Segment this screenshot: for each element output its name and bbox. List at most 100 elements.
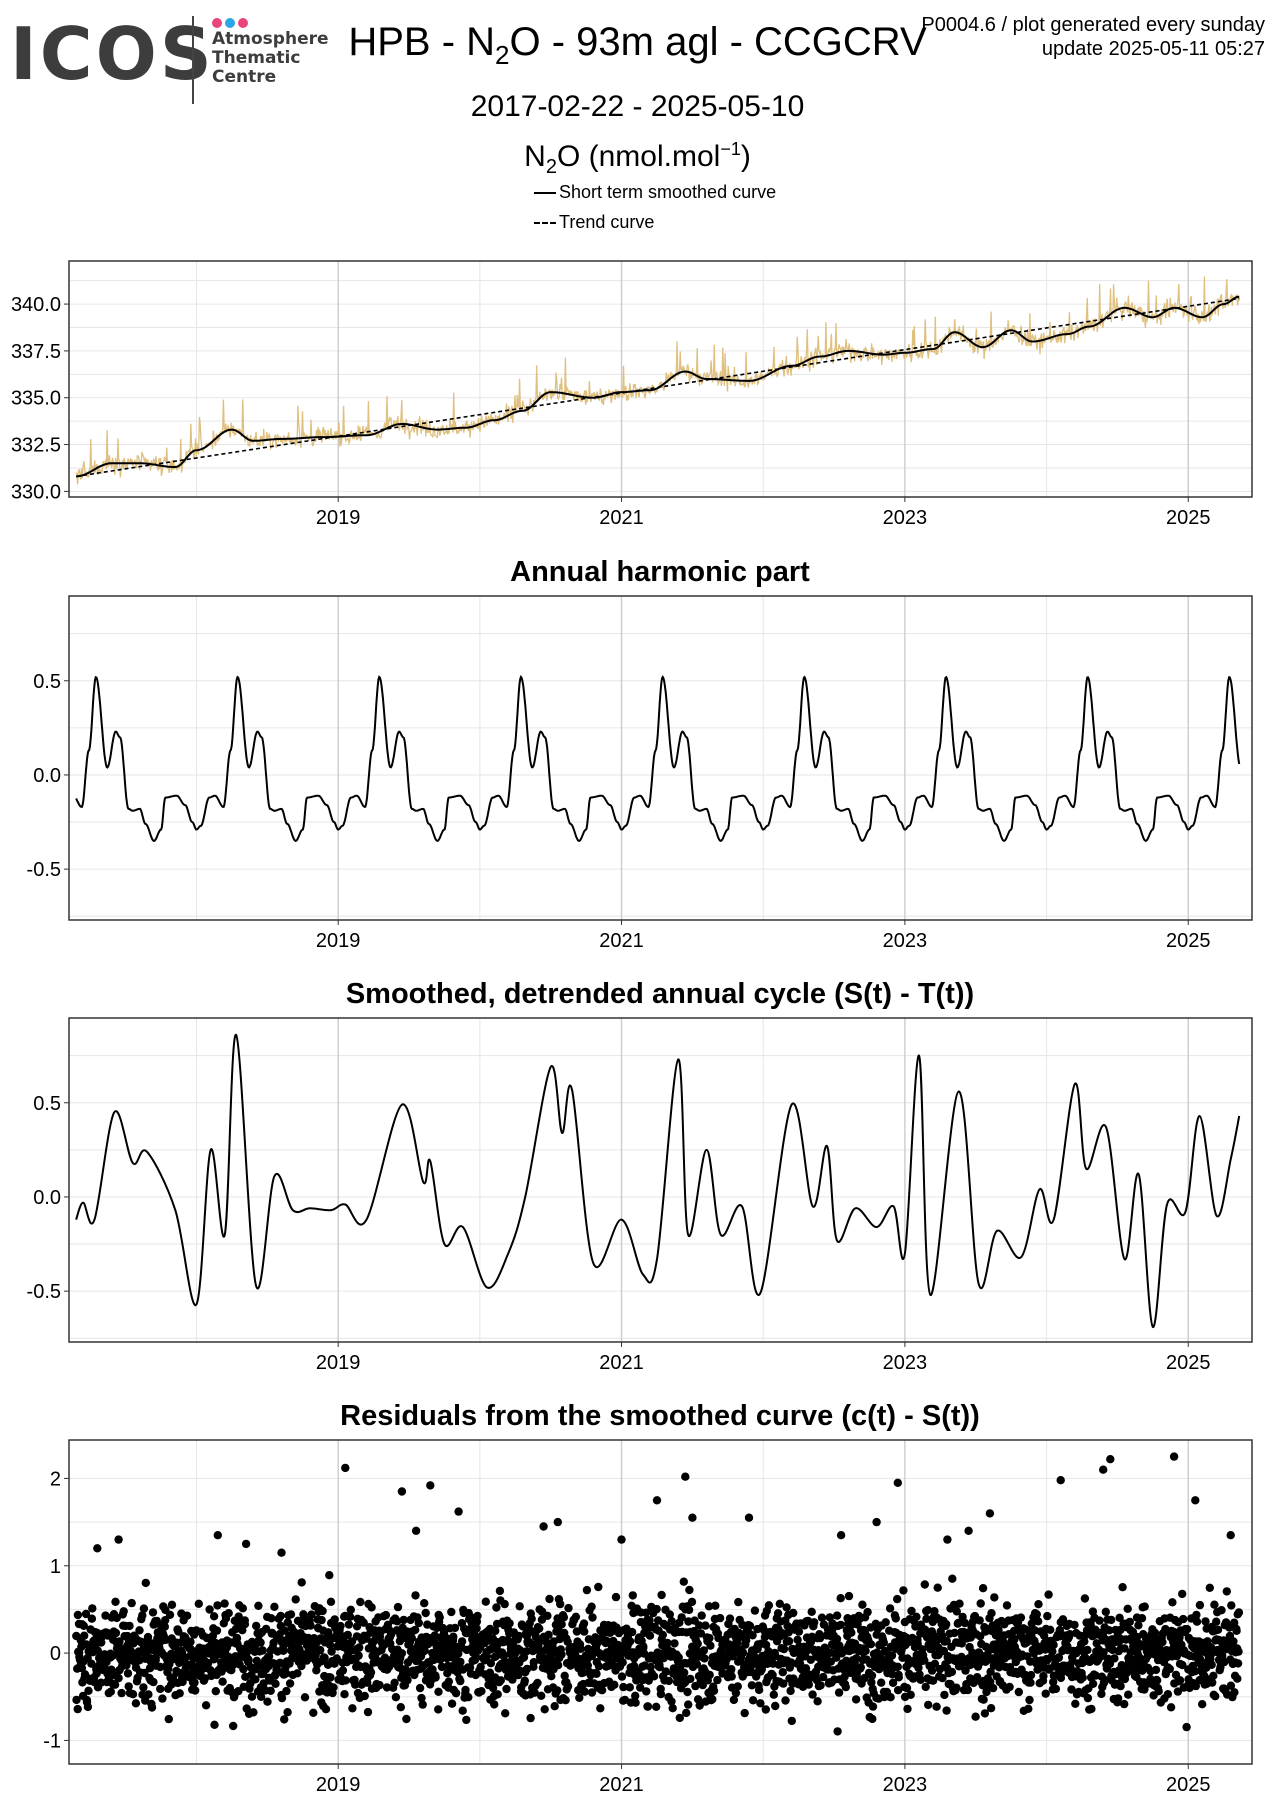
residual-outlier [1226,1531,1235,1540]
residual-point [119,1607,128,1616]
residual-point [1154,1687,1163,1696]
residual-point [748,1696,758,1705]
residual-point [1123,1604,1132,1614]
residual-point [674,1653,683,1662]
residual-point [451,1689,461,1698]
residual-point [481,1597,490,1606]
residual-point [1002,1601,1012,1610]
residual-point [1175,1633,1184,1642]
residual-point [955,1599,964,1608]
residual-point [252,1621,261,1631]
residual-point [656,1689,666,1699]
residual-point [1070,1620,1079,1630]
panel-title-detrended: Smoothed, detrended annual cycle (S(t) -… [345,978,975,1010]
residual-point [727,1665,736,1674]
residual-point [942,1706,951,1715]
residual-point [1010,1634,1019,1644]
residual-point [629,1661,639,1671]
residual-outlier [688,1513,697,1522]
residual-outlier [1056,1476,1065,1485]
residual-point [267,1614,276,1623]
residual-point [886,1693,895,1702]
y-tick-label: -0.5 [27,859,61,881]
x-tick-label: 2021 [599,507,644,529]
residual-point [542,1638,551,1647]
plot-code-line: P0004.6 / plot generated every sunday [921,14,1265,36]
residual-point [1234,1608,1244,1617]
residual-point [240,1620,250,1629]
y-tick-label: 335.0 [11,388,61,410]
residual-point [1179,1614,1188,1624]
residual-point [244,1655,253,1665]
residual-point [979,1695,988,1704]
residual-point [1165,1664,1175,1674]
residual-point [745,1621,755,1631]
residual-point [456,1676,465,1686]
residual-point [817,1613,827,1622]
residual-point [420,1646,429,1655]
residual-point [461,1685,470,1695]
residual-point [449,1632,458,1641]
residual-point [942,1636,951,1646]
residual-point [579,1619,589,1628]
residual-point [490,1700,499,1709]
residual-outlier [617,1535,626,1544]
residual-point [1054,1653,1064,1662]
residual-point [1005,1682,1014,1692]
residual-point [954,1618,963,1628]
residual-point [594,1582,603,1592]
residual-point [160,1622,169,1631]
residual-point [87,1614,97,1623]
residual-point [639,1642,648,1651]
residual-point [114,1673,123,1683]
residual-point [508,1675,517,1684]
residual-point [138,1611,147,1620]
y-tick-label: 340.0 [11,294,61,316]
residual-point [462,1715,471,1725]
residual-point [628,1591,637,1600]
residual-point [738,1648,748,1657]
residual-point [87,1659,96,1668]
residual-point [893,1686,903,1695]
residual-point [167,1600,177,1610]
residual-point [326,1673,335,1682]
plot-title-prefix: HPB - N [348,20,496,64]
residual-outlier [744,1513,754,1522]
residual-point [411,1625,420,1635]
residual-point [587,1651,597,1661]
residual-point [354,1651,363,1660]
x-tick-label: 2025 [1166,930,1211,952]
residual-point [477,1687,486,1696]
residual-point [906,1690,915,1700]
residual-point [139,1683,148,1692]
update-timestamp: update 2025-05-11 05:27 [1041,38,1265,60]
residual-point [933,1583,942,1592]
residual-point [213,1601,222,1610]
residual-point [560,1671,569,1681]
y-tick-label: 332.5 [11,435,61,457]
residual-point [627,1627,637,1637]
residual-point [529,1658,538,1667]
residual-point [928,1676,938,1685]
residual-point [559,1613,569,1622]
logo-dot-pink-2 [238,18,248,28]
residual-point [557,1620,566,1629]
residual-point [652,1604,661,1614]
y-tick-label: 1 [50,1556,61,1578]
residual-point [768,1670,777,1680]
residual-point [894,1673,903,1682]
observations-line [75,276,1240,485]
residual-point [396,1703,405,1712]
residual-point [332,1654,341,1663]
residual-point [363,1707,373,1717]
residual-point [1233,1659,1243,1668]
residual-point [161,1616,170,1625]
x-tick-label: 2019 [316,507,361,529]
residual-point [111,1597,120,1607]
legend-trend: Trend curve [534,212,654,233]
residual-point [411,1591,420,1600]
residual-point [672,1677,682,1687]
residual-point [756,1699,765,1708]
y-tick-label: -1 [43,1730,61,1752]
